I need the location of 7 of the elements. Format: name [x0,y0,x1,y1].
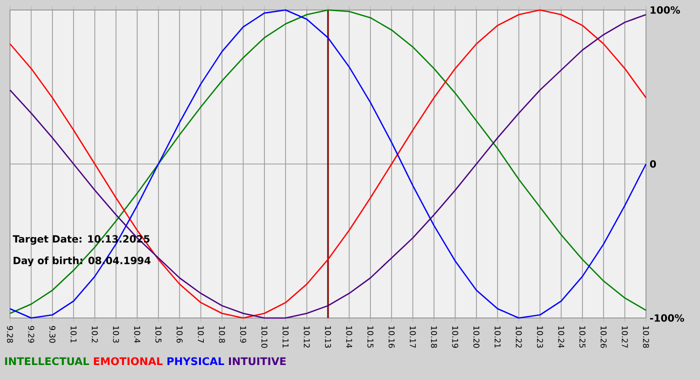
text: INTELLECTUAL [5,357,90,366]
y-tick-label: 0 [650,160,656,168]
text: INTUITIVE [228,357,286,366]
text: PHYSICAL [167,357,224,366]
y-tick-label: -100% [650,314,684,322]
y-tick-label: 100% [650,6,680,14]
text: EMOTIONAL [94,357,163,366]
